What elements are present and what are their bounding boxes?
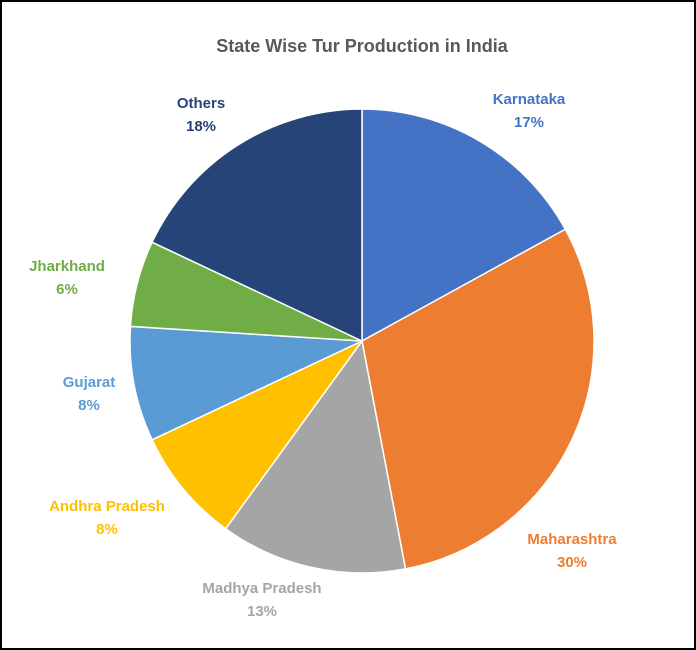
pie-slice-madhya-pradesh [224, 339, 407, 574]
pie-slice-andhra-pradesh [151, 340, 363, 530]
slice-name-label: Madhya Pradesh [202, 580, 321, 597]
slice-percent-label: 17% [514, 114, 544, 131]
pie-labels: Karnataka 17% Maharashtra 30% Madhya Pradesh… [29, 91, 617, 620]
slice-percent-label: 8% [78, 397, 100, 414]
slice-percent-label: 8% [96, 521, 118, 538]
slice-name-label: Maharashtra [527, 531, 617, 548]
slice-name-label: Gujarat [63, 374, 116, 391]
pie-slices [129, 108, 595, 574]
pie-slice-others [151, 108, 363, 343]
slice-name-label: Jharkhand [29, 258, 105, 275]
slice-percent-label: 13% [247, 603, 277, 620]
slice-name-label: Karnataka [493, 91, 566, 108]
slice-percent-label: 30% [557, 554, 587, 571]
slice-percent-label: 6% [56, 281, 78, 298]
pie-slice-maharashtra [361, 228, 595, 570]
slice-name-label: Andhra Pradesh [49, 498, 165, 515]
pie-slice-karnataka [361, 108, 567, 343]
slice-percent-label: 18% [186, 118, 216, 135]
pie-slice-gujarat [129, 325, 363, 441]
slice-name-label: Others [177, 95, 225, 112]
chart-title: State Wise Tur Production in India [216, 36, 509, 56]
